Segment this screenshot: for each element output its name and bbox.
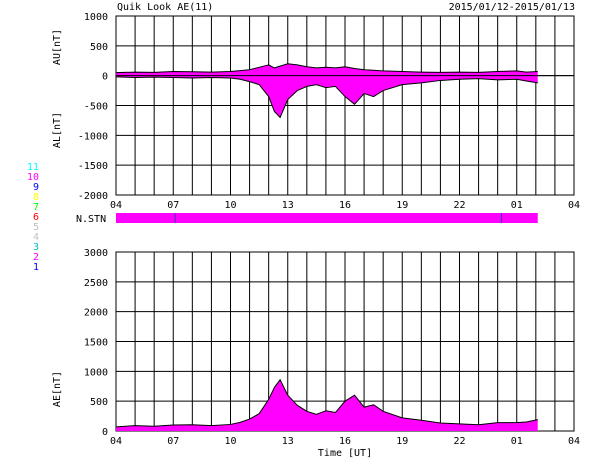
legend-item: 9 — [32, 182, 39, 193]
au-al-xtick-label: 19 — [396, 200, 408, 211]
ae-xtick-label: 10 — [224, 436, 236, 447]
au-al-xtick-label: 16 — [339, 200, 351, 211]
al-line — [115, 76, 538, 119]
ae-axis-label: AE[nT] — [52, 371, 63, 407]
au-al-ytick-label: -1000 — [78, 131, 108, 142]
ae-ytick-label: 1500 — [84, 338, 108, 349]
au-al-xtick-label: 04 — [568, 200, 580, 211]
legend-item: 4 — [32, 232, 39, 243]
legend-item: 3 — [32, 242, 39, 253]
au-al-xtick-label: 13 — [282, 200, 294, 211]
legend-item: 10 — [26, 172, 39, 183]
ae-area — [116, 379, 538, 431]
au-al-ytick-label: -500 — [84, 102, 108, 113]
ae-ytick-label: 2500 — [84, 278, 108, 289]
ae-ytick-label: 0 — [102, 427, 108, 438]
ae-line — [115, 378, 538, 428]
au-al-ytick-label: 1000 — [84, 12, 108, 23]
date-range: 2015/01/12-2015/01/13 — [449, 2, 575, 13]
ae-xtick-label: 04 — [110, 436, 122, 447]
ae-xtick-label: 07 — [167, 436, 179, 447]
au-al-xtick-label: 04 — [110, 200, 122, 211]
au-line — [115, 63, 538, 74]
chart-title: Quik Look AE(11) — [117, 2, 213, 13]
n-stn-label: N.STN — [76, 214, 106, 225]
au-axis-label: AU[nT] — [52, 29, 63, 65]
legend-item: 6 — [32, 212, 39, 223]
al-axis-label: AL[nT] — [52, 112, 63, 148]
n-stn-panel — [116, 213, 538, 223]
au-al-ytick-label: 500 — [90, 42, 108, 53]
ae-ytick-label: 500 — [90, 397, 108, 408]
au-al-xtick-label: 07 — [167, 200, 179, 211]
ae-ytick-label: 3000 — [84, 248, 108, 259]
au-al-area — [116, 63, 538, 118]
ae-ytick-label: 1000 — [84, 367, 108, 378]
au-al-xtick-label: 22 — [453, 200, 465, 211]
ae-xtick-label: 04 — [568, 436, 580, 447]
legend-item: 1 — [32, 262, 39, 273]
legend-item: 5 — [32, 222, 39, 233]
station-legend: 11 10 9 8 7 6 5 4 3 2 1 — [17, 163, 39, 273]
legend-item: 11 — [26, 162, 39, 173]
au-al-ytick-label: 0 — [102, 72, 108, 83]
legend-item: 8 — [32, 192, 39, 203]
n-stn-bar — [116, 213, 538, 223]
legend-item: 2 — [32, 252, 39, 263]
au-al-xtick-label: 10 — [224, 200, 236, 211]
ae-xtick-label: 01 — [511, 436, 523, 447]
au-al-ytick-label: -2000 — [78, 191, 108, 202]
au-al-frame — [115, 15, 575, 196]
ae-xtick-label: 16 — [339, 436, 351, 447]
au-al-ytick-label: -1500 — [78, 161, 108, 172]
ae-xtick-label: 22 — [453, 436, 465, 447]
ae-xtick-label: 13 — [282, 436, 294, 447]
x-axis-label: Time [UT] — [318, 448, 372, 459]
legend-item: 7 — [32, 202, 39, 213]
au-al-xtick-label: 01 — [511, 200, 523, 211]
ae-ytick-label: 2000 — [84, 308, 108, 319]
ae-xtick-label: 19 — [396, 436, 408, 447]
